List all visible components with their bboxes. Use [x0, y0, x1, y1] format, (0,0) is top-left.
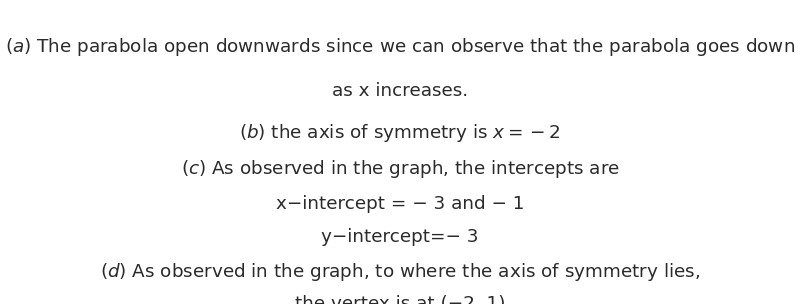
Text: as x increases.: as x increases. [332, 82, 468, 100]
Text: $(c)$ As observed in the graph, the intercepts are: $(c)$ As observed in the graph, the inte… [181, 158, 619, 180]
Text: x−intercept = − 3 and − 1: x−intercept = − 3 and − 1 [276, 195, 524, 212]
Text: y−intercept=− 3: y−intercept=− 3 [322, 228, 478, 246]
Text: the vertex is at (−2, 1): the vertex is at (−2, 1) [294, 295, 506, 304]
Text: $(a)$ The parabola open downwards since we can observe that the parabola goes do: $(a)$ The parabola open downwards since … [5, 36, 795, 58]
Text: $(d)$ As observed in the graph, to where the axis of symmetry lies,: $(d)$ As observed in the graph, to where… [100, 261, 700, 283]
Text: $(b)$ the axis of symmetry is $x = -2$: $(b)$ the axis of symmetry is $x = -2$ [239, 122, 561, 143]
